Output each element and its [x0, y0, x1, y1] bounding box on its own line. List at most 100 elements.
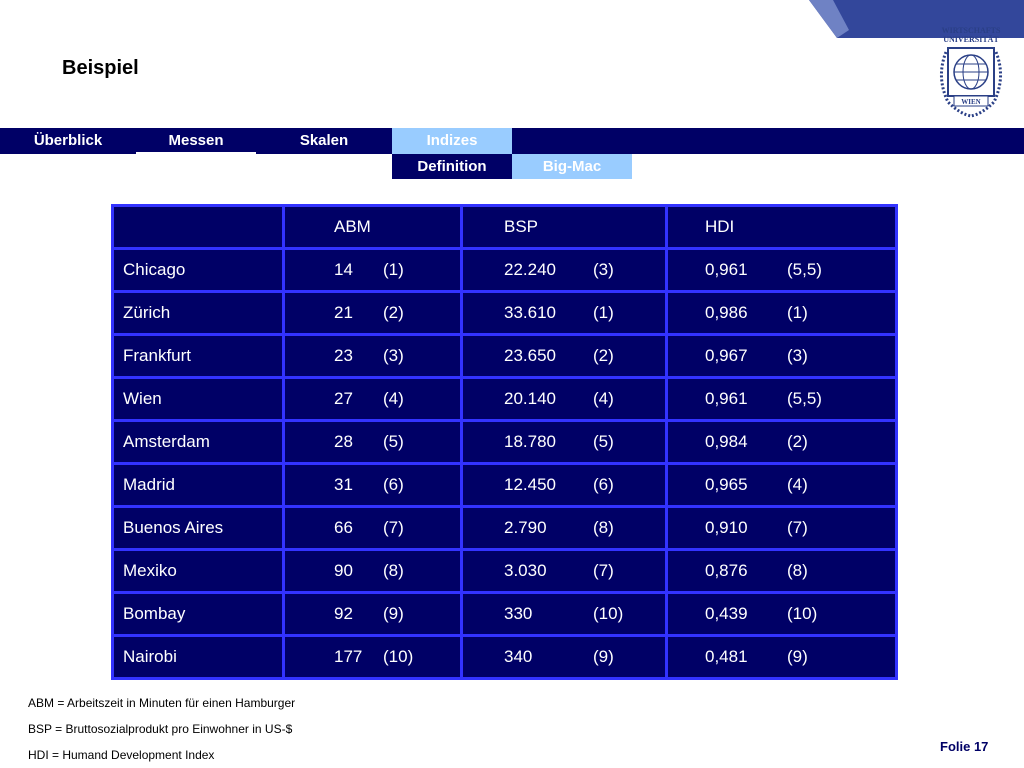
hdi-cell: 0,967 (3)	[665, 333, 898, 379]
tab-messen[interactable]: Messen	[136, 128, 256, 154]
hdi-value: 0,910	[705, 518, 748, 537]
city-cell: Amsterdam	[111, 419, 285, 465]
bsp-cell: 12.450 (6)	[460, 462, 668, 508]
hdi-cell: 0,481 (9)	[665, 634, 898, 680]
bsp-value: 18.780	[504, 432, 556, 451]
header-bsp-label: BSP	[504, 217, 539, 236]
abm-cell: 14 (1)	[282, 247, 463, 293]
bsp-value: 340	[504, 647, 533, 666]
tab-ueberblick-label: Überblick	[33, 132, 103, 149]
table-row: Madrid 31 (6) 12.450 (6) 0,965 (4)	[111, 462, 898, 508]
abm-value: 177	[334, 647, 363, 666]
hdi-value: 0,965	[705, 475, 748, 494]
abm-rank: (8)	[383, 561, 404, 580]
index-table: ABM BSP HDI Chicago 14 (1) 22.240 (3) 0,961 (5…	[111, 204, 898, 680]
header-hdi: HDI	[665, 204, 898, 250]
abm-value: 14	[334, 260, 353, 279]
abm-value: 28	[334, 432, 353, 451]
hdi-cell: 0,910 (7)	[665, 505, 898, 551]
logo-line3: WIEN	[961, 98, 980, 106]
bsp-value: 12.450	[504, 475, 556, 494]
abm-rank: (6)	[383, 475, 404, 494]
hdi-rank: (8)	[787, 561, 808, 580]
city-cell: Wien	[111, 376, 285, 422]
logo-line1: WIRTSCHAFTS	[942, 26, 1001, 35]
hdi-rank: (1)	[787, 303, 808, 322]
logo-line2: UNIVERSITÄT	[943, 35, 999, 44]
abm-rank: (5)	[383, 432, 404, 451]
city-name: Nairobi	[123, 647, 177, 666]
hdi-value: 0,481	[705, 647, 748, 666]
hdi-rank: (7)	[787, 518, 808, 537]
abm-rank: (1)	[383, 260, 404, 279]
hdi-value: 0,986	[705, 303, 748, 322]
hdi-rank: (4)	[787, 475, 808, 494]
tab-divider	[136, 152, 256, 154]
abm-rank: (7)	[383, 518, 404, 537]
city-name: Buenos Aires	[123, 518, 224, 537]
page-title: Beispiel	[62, 57, 139, 79]
bsp-rank: (2)	[593, 346, 614, 365]
abm-rank: (9)	[383, 604, 404, 623]
hdi-cell: 0,984 (2)	[665, 419, 898, 465]
university-logo: WIRTSCHAFTS UNIVERSITÄT WIEN	[924, 22, 1019, 122]
hdi-cell: 0,439 (10)	[665, 591, 898, 637]
hdi-cell: 0,961 (5,5)	[665, 247, 898, 293]
tab-indizes[interactable]: Indizes	[392, 128, 512, 154]
abm-rank: (3)	[383, 346, 404, 365]
city-cell: Nairobi	[111, 634, 285, 680]
hdi-value: 0,961	[705, 389, 748, 408]
bsp-value: 2.790	[504, 518, 547, 537]
header-banner	[809, 0, 1024, 38]
table-row: Frankfurt 23 (3) 23.650 (2) 0,967 (3)	[111, 333, 898, 379]
header-abm: ABM	[282, 204, 463, 250]
bsp-value: 23.650	[504, 346, 556, 365]
abm-value: 31	[334, 475, 353, 494]
city-cell: Buenos Aires	[111, 505, 285, 551]
hdi-cell: 0,965 (4)	[665, 462, 898, 508]
table-row: Bombay 92 (9) 330 (10) 0,439 (10)	[111, 591, 898, 637]
bsp-value: 22.240	[504, 260, 556, 279]
header-city	[111, 204, 285, 250]
bsp-cell: 3.030 (7)	[460, 548, 668, 594]
subtab-definition[interactable]: Definition	[392, 154, 512, 179]
table-header-row: ABM BSP HDI	[111, 204, 898, 250]
subtab-big-mac[interactable]: Big-Mac	[512, 154, 632, 179]
bsp-cell: 33.610 (1)	[460, 290, 668, 336]
hdi-rank: (5,5)	[787, 389, 822, 408]
abm-cell: 27 (4)	[282, 376, 463, 422]
abm-cell: 23 (3)	[282, 333, 463, 379]
city-name: Madrid	[123, 475, 175, 494]
subtab-big-mac-label: Big-Mac	[542, 158, 602, 175]
subtab-definition-label: Definition	[417, 158, 487, 175]
abm-cell: 31 (6)	[282, 462, 463, 508]
abm-rank: (4)	[383, 389, 404, 408]
city-cell: Madrid	[111, 462, 285, 508]
bsp-rank: (9)	[593, 647, 614, 666]
abm-value: 27	[334, 389, 353, 408]
hdi-value: 0,439	[705, 604, 748, 623]
table-row: Chicago 14 (1) 22.240 (3) 0,961 (5,5)	[111, 247, 898, 293]
tab-ueberblick[interactable]: Überblick	[0, 128, 136, 154]
tab-messen-label: Messen	[168, 132, 224, 149]
bsp-value: 33.610	[504, 303, 556, 322]
abm-cell: 28 (5)	[282, 419, 463, 465]
hdi-value: 0,984	[705, 432, 748, 451]
hdi-cell: 0,961 (5,5)	[665, 376, 898, 422]
abm-value: 23	[334, 346, 353, 365]
hdi-rank: (9)	[787, 647, 808, 666]
city-cell: Frankfurt	[111, 333, 285, 379]
slide-number: Folie 17	[940, 739, 989, 754]
abm-cell: 90 (8)	[282, 548, 463, 594]
bsp-value: 3.030	[504, 561, 547, 580]
abm-cell: 21 (2)	[282, 290, 463, 336]
table-row: Zürich 21 (2) 33.610 (1) 0,986 (1)	[111, 290, 898, 336]
abm-cell: 66 (7)	[282, 505, 463, 551]
bsp-rank: (10)	[593, 604, 624, 623]
hdi-value: 0,876	[705, 561, 748, 580]
city-name: Chicago	[123, 260, 186, 279]
tab-skalen[interactable]: Skalen	[256, 128, 392, 154]
city-cell: Bombay	[111, 591, 285, 637]
table-row: Amsterdam 28 (5) 18.780 (5) 0,984 (2)	[111, 419, 898, 465]
table-row: Mexiko 90 (8) 3.030 (7) 0,876 (8)	[111, 548, 898, 594]
